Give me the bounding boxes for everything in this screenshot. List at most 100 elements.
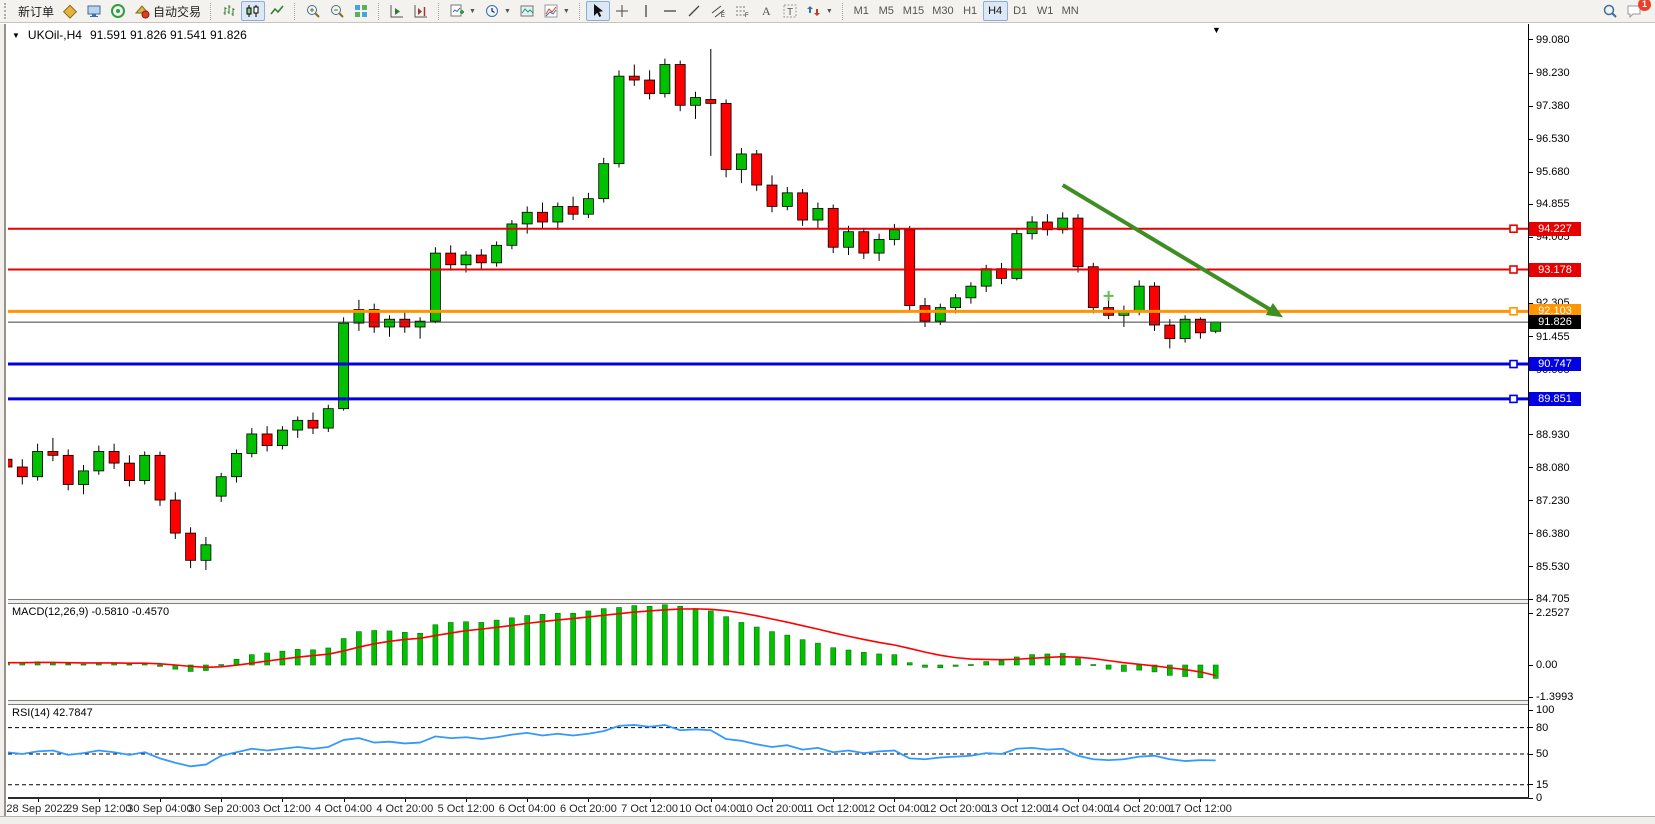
svg-text:F: F — [745, 13, 749, 19]
candle-body — [185, 532, 197, 561]
time-axis-label: 12 Oct 04:00 — [862, 803, 926, 815]
periods-button[interactable]: ▼ — [480, 1, 515, 21]
candle-body — [552, 206, 564, 223]
zoom-out-button[interactable] — [325, 1, 349, 21]
price-level-badge: 89.851 — [1529, 391, 1581, 406]
auto-scroll-button[interactable] — [385, 1, 409, 21]
rsi-pane[interactable] — [8, 705, 1528, 797]
arrows-tool-button[interactable]: ▼ — [802, 1, 837, 21]
indicators-button[interactable]: ▼ — [539, 1, 574, 21]
candlestick-chart-button[interactable] — [241, 1, 266, 21]
tile-windows-button[interactable] — [349, 1, 373, 21]
timeframe-mn-button[interactable]: MN — [1058, 1, 1083, 21]
text-tool-button[interactable]: A — [754, 1, 778, 21]
main-chart-pane[interactable] — [8, 24, 1528, 599]
toolbar-separator — [378, 2, 380, 20]
macd-histogram-bar — [845, 649, 852, 666]
level-line-handle[interactable] — [1509, 394, 1518, 404]
search-button[interactable] — [1598, 1, 1622, 21]
macd-axis-label: 0.00 — [1536, 659, 1558, 671]
toolbar-separator — [841, 2, 844, 20]
candle-body — [292, 419, 304, 431]
price-axis-tick — [1529, 72, 1533, 74]
price-axis-tick — [1529, 105, 1533, 107]
trendline-tool-button[interactable] — [682, 1, 706, 21]
cursor-tool-button[interactable] — [585, 1, 610, 21]
market-watch-button[interactable] — [58, 1, 82, 21]
timeframe-m5-button[interactable]: M5 — [874, 1, 899, 21]
candle-body — [139, 454, 151, 482]
time-axis-label: 14 Oct 04:00 — [1046, 803, 1110, 815]
pane-splitter[interactable] — [8, 700, 1528, 705]
candle-body — [506, 223, 518, 246]
candle-body — [307, 419, 319, 429]
new-chart-button[interactable]: ▼ — [445, 1, 480, 21]
timeframe-m15-button[interactable]: M15 — [899, 1, 928, 21]
dropdown-caret-icon: ▼ — [469, 7, 476, 15]
level-line-handle[interactable] — [1509, 265, 1518, 274]
timeframe-m1-button[interactable]: M1 — [849, 1, 874, 21]
macd-histogram-bar — [1105, 664, 1112, 670]
notifications-button[interactable]: 1 — [1622, 0, 1651, 21]
window-left-edge — [0, 24, 6, 816]
market-watch-icon — [62, 4, 78, 19]
trend-arrow-line[interactable] — [1061, 183, 1278, 315]
macd-histogram-bar — [677, 606, 684, 666]
timeframe-w1-button[interactable]: W1 — [1033, 1, 1058, 21]
macd-histogram-bar — [1044, 653, 1051, 666]
macd-histogram-bar — [432, 624, 439, 666]
zoom-in-button[interactable] — [301, 1, 325, 21]
timeframe-d1-button[interactable]: D1 — [1008, 1, 1033, 21]
toolbar-separator — [294, 2, 296, 20]
crosshair-tool-button[interactable] — [610, 1, 634, 21]
candle-body — [705, 99, 717, 104]
chart-shift-button[interactable] — [409, 1, 433, 21]
vertical-line-tool-button[interactable] — [634, 1, 658, 21]
timeframe-h4-button[interactable]: H4 — [982, 1, 1008, 21]
pane-splitter[interactable] — [8, 599, 1528, 604]
candle-body — [47, 451, 59, 456]
macd-histogram-bar — [753, 626, 760, 666]
macd-histogram-bar — [646, 606, 653, 666]
time-axis-tick — [221, 799, 223, 802]
candle-body — [766, 184, 778, 207]
text-label-tool-button[interactable]: T — [778, 1, 802, 21]
level-line-handle[interactable] — [1509, 359, 1518, 369]
level-line-handle[interactable] — [1509, 307, 1518, 316]
candle-body — [521, 211, 533, 225]
terminal-button[interactable] — [82, 1, 106, 21]
time-axis-tick — [282, 799, 284, 802]
candle-body — [904, 229, 916, 307]
line-chart-button[interactable] — [265, 1, 289, 21]
clock-icon — [485, 5, 498, 17]
new-order-button[interactable]: 新订单 — [14, 1, 58, 21]
channel-tool-button[interactable]: E — [706, 1, 730, 21]
fibonacci-tool-button[interactable]: F — [730, 1, 754, 21]
candle-body — [934, 307, 946, 322]
macd-pane[interactable] — [8, 604, 1528, 700]
macd-signal-line — [8, 608, 1216, 677]
macd-axis-tick — [1529, 664, 1533, 666]
chart-window[interactable]: ▼ UKOil-,H4 91.591 91.826 91.541 91.826 … — [0, 24, 1655, 824]
chart-shift-marker[interactable]: ▼ — [1212, 25, 1221, 35]
candle-body — [261, 433, 273, 447]
toolbar-grip[interactable] — [4, 3, 10, 19]
macd-axis-label: -1.3993 — [1536, 691, 1574, 704]
autotrading-button[interactable]: 自动交易 — [130, 1, 205, 21]
level-line-handle[interactable] — [1509, 224, 1518, 234]
bar-chart-button[interactable] — [217, 1, 241, 21]
timeframe-m30-button[interactable]: M30 — [928, 1, 957, 21]
macd-histogram-bar — [769, 631, 775, 666]
time-axis-label: 10 Oct 04:00 — [679, 803, 743, 815]
plus-marker-icon[interactable] — [1103, 290, 1114, 301]
timeframe-h1-button[interactable]: H1 — [958, 1, 983, 21]
chart-menu-caret-icon[interactable]: ▼ — [12, 30, 20, 40]
candle-body — [231, 452, 242, 478]
navigator-button[interactable] — [106, 1, 130, 21]
candle-body — [32, 451, 44, 478]
horizontal-line-tool-button[interactable] — [658, 1, 682, 21]
macd-histogram-bar — [371, 630, 378, 666]
candle-body — [200, 544, 212, 561]
templates-button[interactable] — [515, 1, 539, 21]
